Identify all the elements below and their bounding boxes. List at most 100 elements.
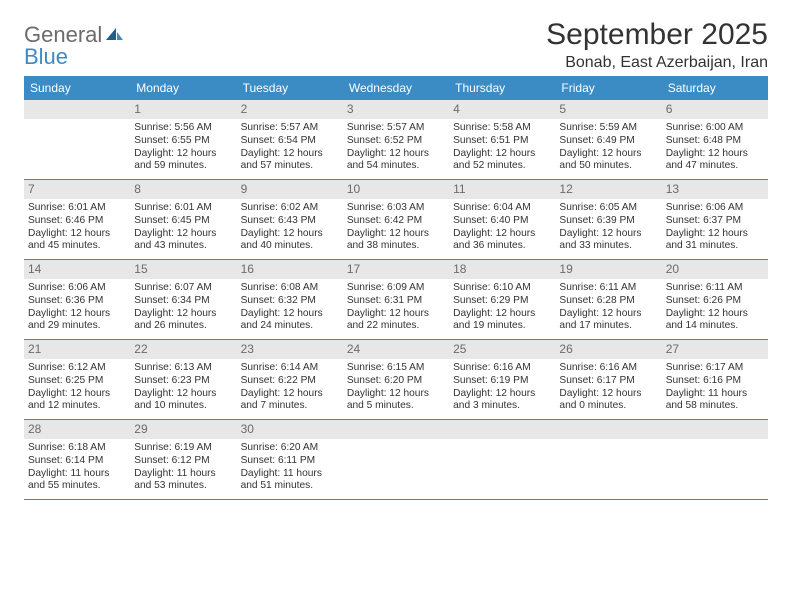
daylight-text: Daylight: 12 hours and 3 minutes. xyxy=(453,388,551,414)
sunset-text: Sunset: 6:20 PM xyxy=(347,375,445,388)
sunset-text: Sunset: 6:25 PM xyxy=(28,375,126,388)
day-number: 27 xyxy=(662,340,768,359)
daylight-text: Daylight: 11 hours and 58 minutes. xyxy=(666,388,764,414)
daylight-text: Daylight: 12 hours and 12 minutes. xyxy=(28,388,126,414)
day-number: 18 xyxy=(449,260,555,279)
daylight-text: Daylight: 12 hours and 19 minutes. xyxy=(453,308,551,334)
day-cell: 12Sunrise: 6:05 AMSunset: 6:39 PMDayligh… xyxy=(555,180,661,259)
daylight-text: Daylight: 12 hours and 0 minutes. xyxy=(559,388,657,414)
sunset-text: Sunset: 6:42 PM xyxy=(347,215,445,228)
daylight-text: Daylight: 12 hours and 43 minutes. xyxy=(134,228,232,254)
day-header: Monday xyxy=(130,76,236,100)
weeks-container: 1Sunrise: 5:56 AMSunset: 6:55 PMDaylight… xyxy=(24,100,768,500)
calendar-page: General Blue September 2025 Bonab, East … xyxy=(0,0,792,510)
day-header: Tuesday xyxy=(237,76,343,100)
sunrise-text: Sunrise: 6:07 AM xyxy=(134,282,232,295)
daylight-text: Daylight: 11 hours and 53 minutes. xyxy=(134,468,232,494)
day-number: 3 xyxy=(343,100,449,119)
day-header: Saturday xyxy=(662,76,768,100)
daylight-text: Daylight: 12 hours and 10 minutes. xyxy=(134,388,232,414)
day-number: 8 xyxy=(130,180,236,199)
logo: General Blue xyxy=(24,18,124,68)
sunrise-text: Sunrise: 5:57 AM xyxy=(241,122,339,135)
sunset-text: Sunset: 6:28 PM xyxy=(559,295,657,308)
sunset-text: Sunset: 6:46 PM xyxy=(28,215,126,228)
sunrise-text: Sunrise: 6:12 AM xyxy=(28,362,126,375)
day-cell: 29Sunrise: 6:19 AMSunset: 6:12 PMDayligh… xyxy=(130,420,236,499)
daylight-text: Daylight: 12 hours and 47 minutes. xyxy=(666,148,764,174)
day-cell: 28Sunrise: 6:18 AMSunset: 6:14 PMDayligh… xyxy=(24,420,130,499)
day-number: 10 xyxy=(343,180,449,199)
daylight-text: Daylight: 12 hours and 36 minutes. xyxy=(453,228,551,254)
day-cell: 3Sunrise: 5:57 AMSunset: 6:52 PMDaylight… xyxy=(343,100,449,179)
daylight-text: Daylight: 11 hours and 55 minutes. xyxy=(28,468,126,494)
sunset-text: Sunset: 6:51 PM xyxy=(453,135,551,148)
sunset-text: Sunset: 6:14 PM xyxy=(28,455,126,468)
day-cell: 7Sunrise: 6:01 AMSunset: 6:46 PMDaylight… xyxy=(24,180,130,259)
daylight-text: Daylight: 12 hours and 31 minutes. xyxy=(666,228,764,254)
day-number: 5 xyxy=(555,100,661,119)
day-cell: 24Sunrise: 6:15 AMSunset: 6:20 PMDayligh… xyxy=(343,340,449,419)
daylight-text: Daylight: 12 hours and 7 minutes. xyxy=(241,388,339,414)
daylight-text: Daylight: 12 hours and 14 minutes. xyxy=(666,308,764,334)
day-cell: 26Sunrise: 6:16 AMSunset: 6:17 PMDayligh… xyxy=(555,340,661,419)
day-number xyxy=(449,420,555,439)
sunrise-text: Sunrise: 6:02 AM xyxy=(241,202,339,215)
daylight-text: Daylight: 12 hours and 33 minutes. xyxy=(559,228,657,254)
day-number: 7 xyxy=(24,180,130,199)
day-number: 1 xyxy=(130,100,236,119)
day-cell: 18Sunrise: 6:10 AMSunset: 6:29 PMDayligh… xyxy=(449,260,555,339)
day-cell: 22Sunrise: 6:13 AMSunset: 6:23 PMDayligh… xyxy=(130,340,236,419)
day-cell: 20Sunrise: 6:11 AMSunset: 6:26 PMDayligh… xyxy=(662,260,768,339)
sunrise-text: Sunrise: 5:56 AM xyxy=(134,122,232,135)
day-cell: 1Sunrise: 5:56 AMSunset: 6:55 PMDaylight… xyxy=(130,100,236,179)
sunset-text: Sunset: 6:43 PM xyxy=(241,215,339,228)
day-cell: 17Sunrise: 6:09 AMSunset: 6:31 PMDayligh… xyxy=(343,260,449,339)
sunset-text: Sunset: 6:39 PM xyxy=(559,215,657,228)
day-number: 11 xyxy=(449,180,555,199)
day-cell: 8Sunrise: 6:01 AMSunset: 6:45 PMDaylight… xyxy=(130,180,236,259)
day-cell: 6Sunrise: 6:00 AMSunset: 6:48 PMDaylight… xyxy=(662,100,768,179)
day-number: 19 xyxy=(555,260,661,279)
sunset-text: Sunset: 6:12 PM xyxy=(134,455,232,468)
sunrise-text: Sunrise: 6:10 AM xyxy=(453,282,551,295)
location: Bonab, East Azerbaijan, Iran xyxy=(546,54,768,72)
sunrise-text: Sunrise: 5:59 AM xyxy=(559,122,657,135)
day-number xyxy=(555,420,661,439)
day-cell: 21Sunrise: 6:12 AMSunset: 6:25 PMDayligh… xyxy=(24,340,130,419)
day-header: Sunday xyxy=(24,76,130,100)
sunset-text: Sunset: 6:17 PM xyxy=(559,375,657,388)
day-cell: 11Sunrise: 6:04 AMSunset: 6:40 PMDayligh… xyxy=(449,180,555,259)
day-number: 22 xyxy=(130,340,236,359)
week-row: 14Sunrise: 6:06 AMSunset: 6:36 PMDayligh… xyxy=(24,260,768,340)
week-row: 1Sunrise: 5:56 AMSunset: 6:55 PMDaylight… xyxy=(24,100,768,180)
sunset-text: Sunset: 6:49 PM xyxy=(559,135,657,148)
logo-sail-icon xyxy=(104,22,124,47)
day-number: 16 xyxy=(237,260,343,279)
daylight-text: Daylight: 12 hours and 52 minutes. xyxy=(453,148,551,174)
sunset-text: Sunset: 6:11 PM xyxy=(241,455,339,468)
day-number: 24 xyxy=(343,340,449,359)
sunrise-text: Sunrise: 6:16 AM xyxy=(559,362,657,375)
sunrise-text: Sunrise: 6:20 AM xyxy=(241,442,339,455)
month-title: September 2025 xyxy=(546,18,768,52)
day-number: 6 xyxy=(662,100,768,119)
daylight-text: Daylight: 11 hours and 51 minutes. xyxy=(241,468,339,494)
sunset-text: Sunset: 6:52 PM xyxy=(347,135,445,148)
day-number: 25 xyxy=(449,340,555,359)
week-row: 21Sunrise: 6:12 AMSunset: 6:25 PMDayligh… xyxy=(24,340,768,420)
daylight-text: Daylight: 12 hours and 24 minutes. xyxy=(241,308,339,334)
day-header: Thursday xyxy=(449,76,555,100)
day-cell: 27Sunrise: 6:17 AMSunset: 6:16 PMDayligh… xyxy=(662,340,768,419)
daylight-text: Daylight: 12 hours and 59 minutes. xyxy=(134,148,232,174)
sunrise-text: Sunrise: 6:16 AM xyxy=(453,362,551,375)
day-header: Wednesday xyxy=(343,76,449,100)
sunset-text: Sunset: 6:32 PM xyxy=(241,295,339,308)
sunrise-text: Sunrise: 6:00 AM xyxy=(666,122,764,135)
day-cell xyxy=(662,420,768,499)
day-number: 28 xyxy=(24,420,130,439)
day-number: 12 xyxy=(555,180,661,199)
sunset-text: Sunset: 6:54 PM xyxy=(241,135,339,148)
sunrise-text: Sunrise: 6:19 AM xyxy=(134,442,232,455)
daylight-text: Daylight: 12 hours and 26 minutes. xyxy=(134,308,232,334)
